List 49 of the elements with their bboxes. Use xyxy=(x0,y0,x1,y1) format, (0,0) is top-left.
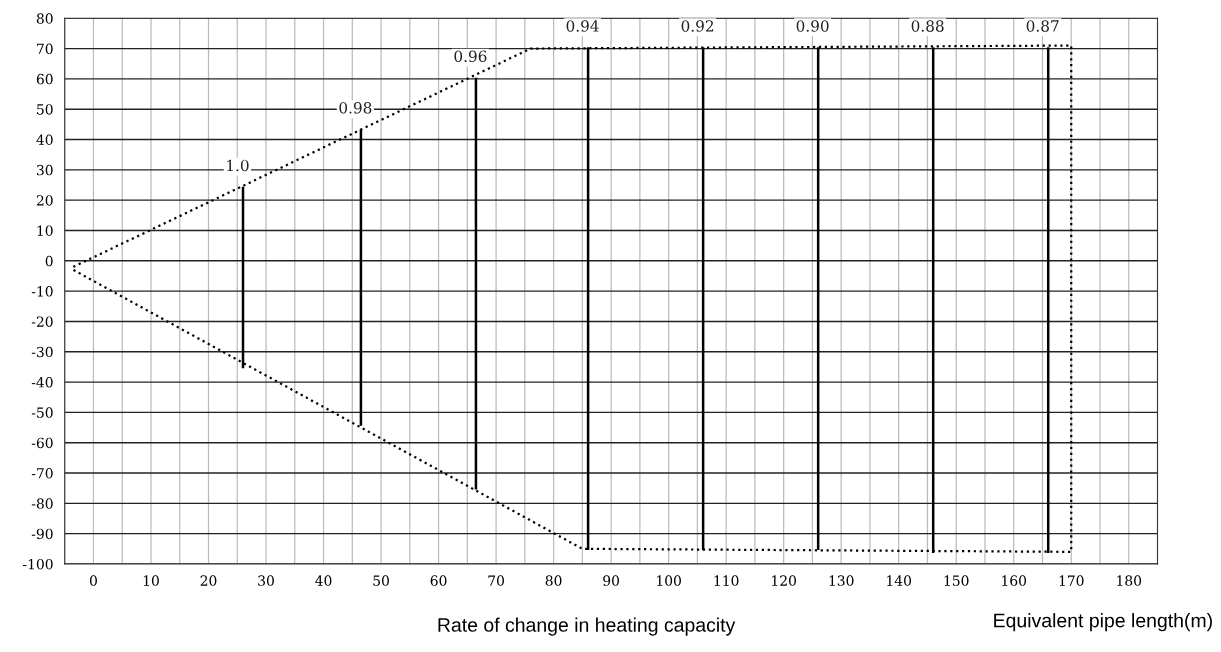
y-tick-label: -40 xyxy=(31,377,53,388)
y-tick-label: 10 xyxy=(37,225,53,236)
y-tick-label: 50 xyxy=(37,104,53,115)
x-tick-label: 40 xyxy=(315,575,332,586)
x-tick-label: 180 xyxy=(1117,575,1142,586)
y-tick-label: 20 xyxy=(36,195,53,206)
x-tick-label: 70 xyxy=(488,575,504,586)
x-tick-label: 120 xyxy=(772,575,796,586)
x-tick-label: 90 xyxy=(603,575,620,586)
x-tick-label: 0 xyxy=(89,575,97,586)
y-tick-label: 30 xyxy=(36,164,53,176)
y-tick-label: -20 xyxy=(31,316,53,327)
annotation: 0.98 xyxy=(339,102,372,114)
y-tick-label: -50 xyxy=(31,407,53,418)
y-tick-label: -90 xyxy=(31,528,53,540)
x-tick-label: 10 xyxy=(143,575,159,586)
y-tick-label: 40 xyxy=(36,134,53,145)
y-tick-label: -100 xyxy=(23,558,53,570)
x-tick-label: 170 xyxy=(1059,575,1084,586)
annotation: 0.88 xyxy=(911,20,944,32)
annotation: 0.96 xyxy=(454,50,487,63)
x-tick-label: 140 xyxy=(887,575,912,586)
annotation: 1.0 xyxy=(227,159,249,172)
x-tick-label: 80 xyxy=(545,575,562,586)
line-series xyxy=(72,44,1073,553)
annotation: 0.94 xyxy=(566,20,599,32)
y-tick-label: -80 xyxy=(31,498,53,509)
x-tick-label: 20 xyxy=(200,575,217,586)
y-tick-label: 80 xyxy=(36,13,53,24)
y-tick-label: 60 xyxy=(36,73,53,85)
x-tick-label: 30 xyxy=(258,575,274,586)
x-tick-label: 60 xyxy=(430,575,447,586)
y-tick-label: -70 xyxy=(31,467,53,479)
annotation: 0.92 xyxy=(681,20,714,32)
x-tick-label: 100 xyxy=(657,575,681,586)
y-tick-label: -10 xyxy=(31,286,53,297)
y-tick-label: 70 xyxy=(37,43,53,55)
annotation: 0.87 xyxy=(1026,20,1059,32)
x-tick-label: 110 xyxy=(714,575,739,586)
y-tick-label: 0 xyxy=(45,255,53,267)
x-tick-label: 50 xyxy=(373,575,389,586)
x-tick-label: 150 xyxy=(944,575,969,586)
annotation: 0.90 xyxy=(796,20,829,32)
y-tick-label: -60 xyxy=(31,437,53,449)
x-axis-title: Equivalent pipe length(m) xyxy=(994,613,1212,632)
text: Rate of change in heating capacity xyxy=(438,617,736,636)
x-tick-label: 160 xyxy=(1002,575,1027,586)
x-tick-label: 130 xyxy=(829,575,854,586)
y-tick-label: -30 xyxy=(31,346,53,358)
